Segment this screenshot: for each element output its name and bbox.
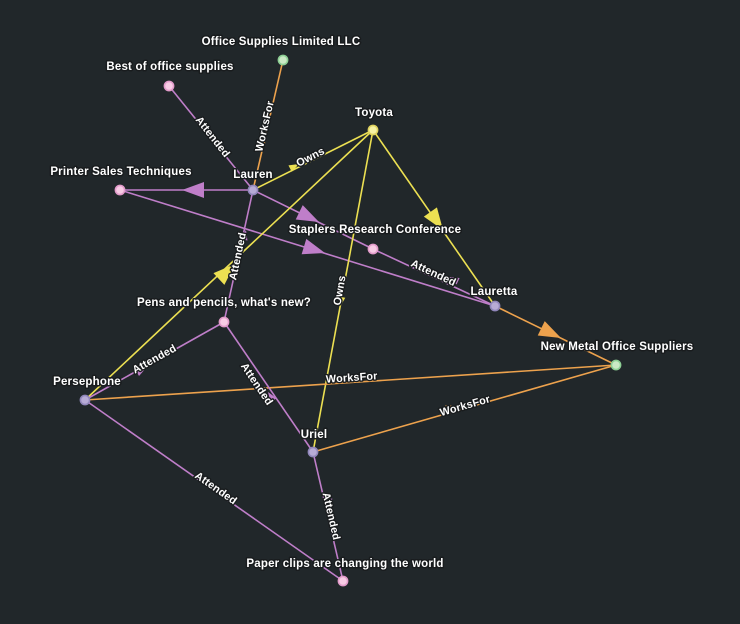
edge-label-worksfor: WorksFor [326, 370, 379, 386]
node-paperclips[interactable] [337, 575, 349, 587]
node-labels-layer: Office Supplies Limited LLC Best of offic… [49, 35, 695, 572]
edge-lauren-bestof[interactable] [168, 85, 254, 191]
edge-persephone-pens[interactable] [84, 321, 225, 401]
node-label-paperclips: Paper clips are changing the world [246, 558, 443, 570]
edge-arrow-icon [423, 207, 443, 230]
node-label-printer: Printer Sales Techniques [50, 166, 191, 178]
edge-arrow-icon [213, 264, 235, 285]
node-label-lauren: Lauren [233, 169, 273, 181]
edge-arrow-icon [295, 205, 319, 222]
edge-uriel-pens[interactable] [223, 321, 314, 453]
edge-persephone-newmetal[interactable] [84, 364, 617, 401]
node-bestof[interactable] [163, 80, 175, 92]
node-label-pens: Pens and pencils, what's new? [137, 297, 311, 309]
edge-arrow-icon [215, 141, 224, 152]
edge-arrow-icon [201, 475, 212, 484]
node-label-lauretta: Lauretta [471, 286, 518, 298]
edge-lauren-toyota[interactable] [252, 129, 374, 191]
node-lauren[interactable] [247, 184, 259, 196]
edge-arrow-icon [445, 405, 456, 413]
edge-arrow-icon [325, 498, 333, 509]
node-staplers[interactable] [367, 243, 379, 255]
edge-lauretta-staplers[interactable] [372, 248, 496, 307]
node-llc[interactable] [277, 54, 289, 66]
edge-persephone-toyota[interactable] [84, 129, 374, 401]
edge-uriel-paperclips[interactable] [312, 451, 344, 582]
edge-arrow-icon [182, 182, 204, 198]
node-label-toyota: Toyota [355, 107, 393, 119]
edge-toyota-uriel[interactable] [312, 129, 374, 453]
node-label-uriel: Uriel [301, 429, 328, 441]
edge-arrow-icon [301, 238, 325, 255]
edge-arrow-icon [268, 392, 277, 403]
edge-arrow-icon [338, 296, 346, 307]
edge-arrow-icon [135, 368, 146, 376]
edge-persephone-paperclips[interactable] [84, 399, 344, 582]
edge-lauren-llc[interactable] [252, 59, 284, 191]
node-label-newmetal: New Metal Office Suppliers [541, 341, 694, 353]
node-label-llc: Office Supplies Limited LLC [202, 36, 361, 48]
node-newmetal[interactable] [610, 359, 622, 371]
node-toyota[interactable] [367, 124, 379, 136]
node-persephone[interactable] [79, 394, 91, 406]
node-label-persephone: Persephone [53, 376, 121, 388]
edge-arrow-icon [288, 164, 299, 172]
node-uriel[interactable] [307, 446, 319, 458]
edge-arrow-icon [537, 321, 561, 338]
edge-arrow-icon [240, 230, 248, 241]
nodes-layer [79, 54, 622, 587]
node-printer[interactable] [114, 184, 126, 196]
node-lauretta[interactable] [489, 300, 501, 312]
node-label-staplers: Staplers Research Conference [289, 224, 461, 236]
arrowheads-layer [135, 133, 561, 509]
edges-layer [84, 59, 617, 582]
edge-arrow-icon [329, 376, 340, 384]
edge-arrow-icon [258, 133, 266, 144]
edge-arrow-icon [449, 277, 460, 285]
edge-uriel-newmetal[interactable] [312, 364, 617, 453]
node-pens[interactable] [218, 316, 230, 328]
node-label-bestof: Best of office supplies [106, 61, 233, 73]
